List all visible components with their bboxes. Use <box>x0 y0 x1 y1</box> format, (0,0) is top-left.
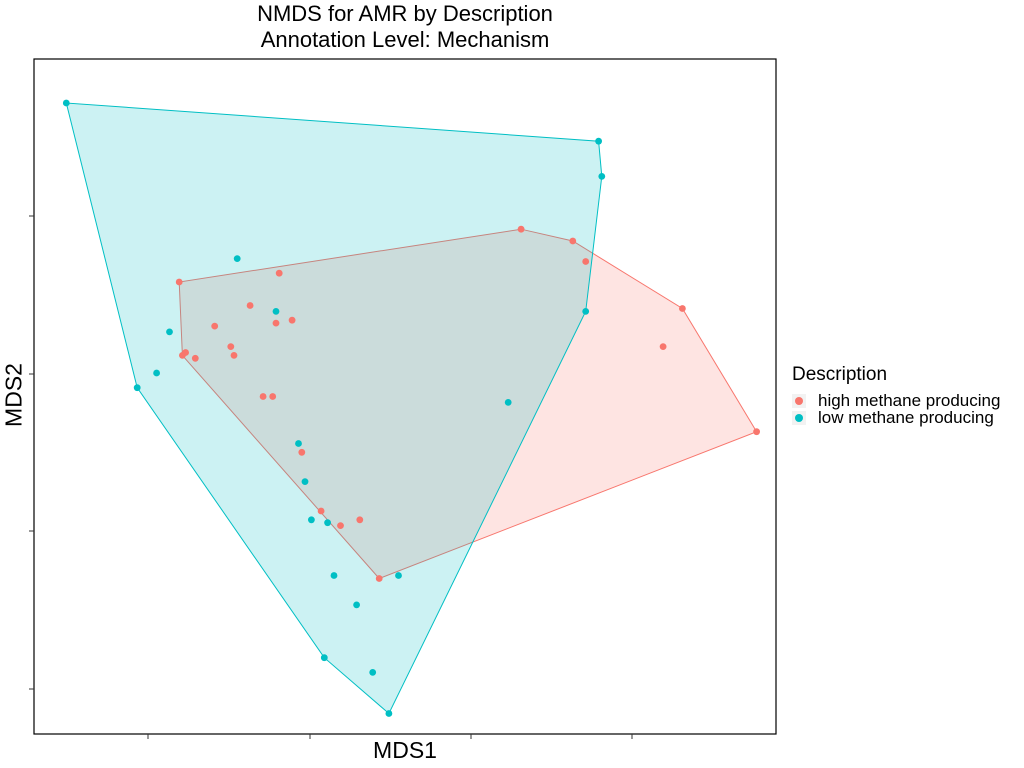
point-low-methane <box>62 99 70 107</box>
legend-label: high methane producing <box>818 390 1001 410</box>
y-axis-label: MDS2 <box>0 363 27 427</box>
point-high-methane <box>317 507 325 515</box>
point-high-methane <box>659 343 667 350</box>
point-low-methane <box>233 255 241 262</box>
point-high-methane <box>298 448 306 456</box>
point-high-methane <box>269 393 277 400</box>
point-high-methane <box>179 352 186 359</box>
point-low-methane <box>324 519 331 527</box>
point-high-methane <box>191 354 199 362</box>
hull-layer <box>65 102 758 715</box>
point-high-methane <box>211 322 219 330</box>
legend-key <box>792 410 806 425</box>
legend-item-high: high methane producing <box>792 390 1001 410</box>
point-low-methane <box>369 669 377 676</box>
legend-title: Description <box>792 364 888 385</box>
point-low-methane <box>582 308 590 315</box>
point-low-methane <box>353 601 360 609</box>
point-high-methane <box>753 428 760 436</box>
point-high-methane <box>227 343 235 350</box>
legend-dot <box>795 396 803 405</box>
point-low-methane <box>330 572 338 579</box>
axis-ticks <box>29 215 633 739</box>
point-high-methane <box>246 302 254 309</box>
point-low-methane <box>153 369 161 377</box>
point-high-methane <box>175 278 183 286</box>
point-low-methane <box>308 516 315 524</box>
chart-title: NMDS for AMR by Description <box>257 1 553 26</box>
point-low-methane <box>598 173 606 180</box>
point-high-methane <box>375 575 383 582</box>
chart-subtitle: Annotation Level: Mechanism <box>260 27 550 52</box>
point-high-methane <box>288 316 296 324</box>
point-high-methane <box>259 393 267 400</box>
point-low-methane <box>595 137 602 145</box>
point-layer <box>62 99 760 717</box>
legend-key <box>792 393 806 408</box>
hull-high-methane <box>178 228 758 580</box>
point-high-methane <box>569 237 577 245</box>
hull-low-methane <box>65 102 603 715</box>
x-axis-label: MDS1 <box>373 737 437 763</box>
point-low-methane <box>395 572 402 579</box>
point-low-methane <box>272 308 280 315</box>
point-low-methane <box>385 710 393 717</box>
point-low-methane <box>301 478 309 485</box>
legend: Description high methane producing low m… <box>792 364 1001 427</box>
point-high-methane <box>356 516 364 524</box>
point-low-methane <box>504 399 512 406</box>
point-low-methane <box>320 654 328 662</box>
point-low-methane <box>133 384 141 392</box>
legend-item-low: low methane producing <box>792 407 1000 427</box>
point-high-methane <box>275 269 283 277</box>
point-high-methane <box>517 225 525 233</box>
legend-label: low methane producing <box>818 407 994 427</box>
point-high-methane <box>230 352 238 359</box>
legend-dot <box>795 413 803 422</box>
point-high-methane <box>272 319 280 327</box>
point-low-methane <box>295 440 302 447</box>
plot-panel <box>33 58 777 735</box>
point-high-methane <box>582 258 590 265</box>
point-high-methane <box>337 522 344 529</box>
point-low-methane <box>166 328 173 336</box>
point-high-methane <box>679 305 686 312</box>
